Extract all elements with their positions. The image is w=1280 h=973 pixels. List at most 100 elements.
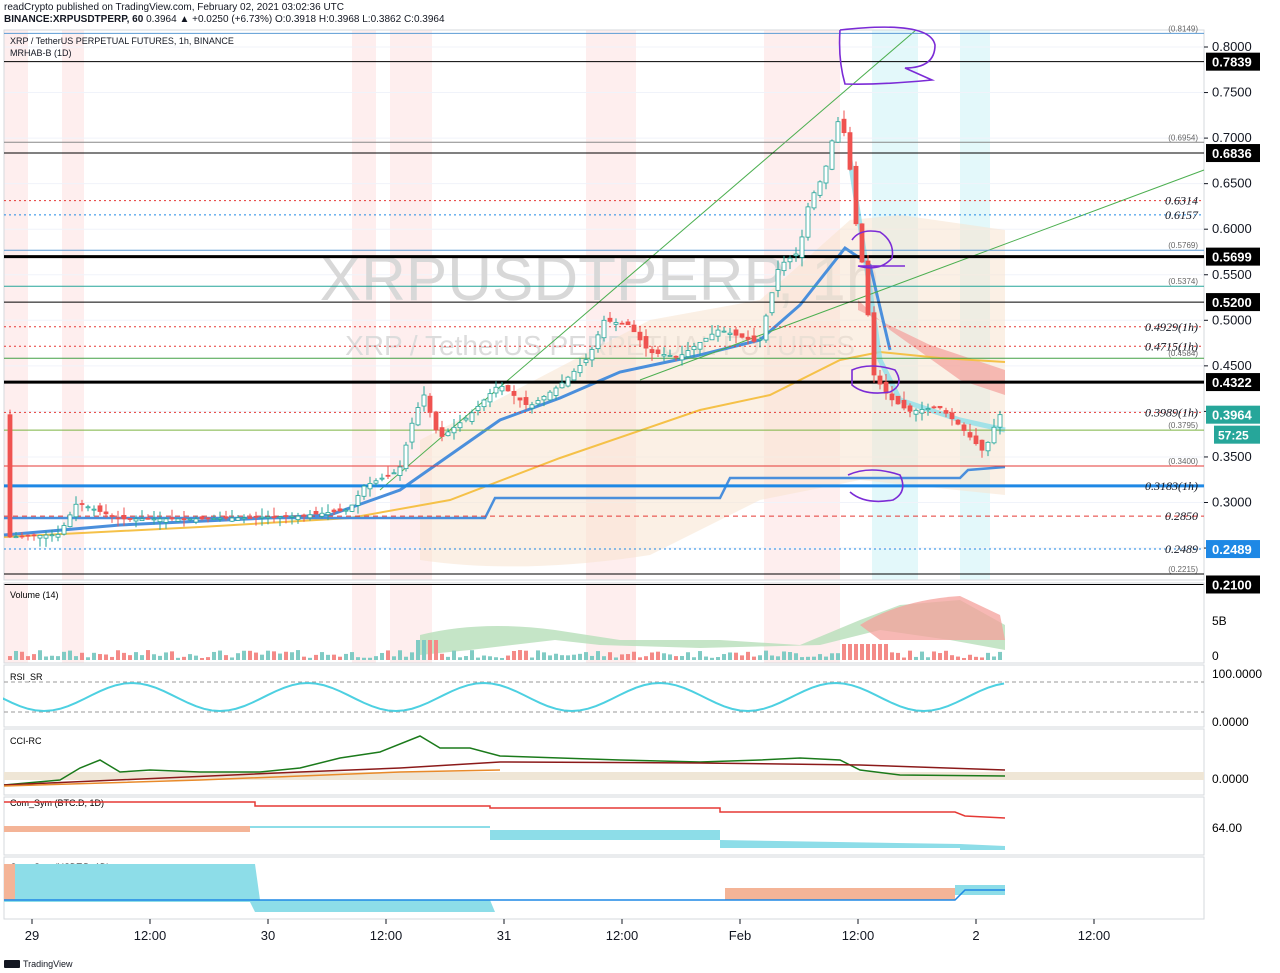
price-tick-label: 0.4500 xyxy=(1212,358,1252,373)
candle-body xyxy=(307,514,313,519)
candle-body xyxy=(385,474,391,477)
last-price-tag-bg xyxy=(1206,405,1260,424)
level-tag-label: 0.2100 xyxy=(1212,577,1252,592)
candle-body xyxy=(205,517,211,520)
volume-bar xyxy=(362,657,366,660)
candle-body xyxy=(97,505,103,512)
volume-bar xyxy=(794,653,798,660)
volume-bar xyxy=(422,640,426,660)
volume-bar xyxy=(830,653,834,660)
candle-body xyxy=(187,518,193,521)
volume-bar xyxy=(512,651,516,660)
candle xyxy=(667,349,673,357)
candle-body xyxy=(889,393,895,401)
level-label: (0.6954) xyxy=(1168,133,1198,142)
candle xyxy=(739,333,745,339)
candle xyxy=(757,336,763,348)
volume-bar xyxy=(344,653,348,660)
candle-body xyxy=(865,260,871,316)
candle xyxy=(901,391,907,411)
candle-body xyxy=(493,386,499,394)
candle-body xyxy=(451,426,457,434)
candle xyxy=(139,510,145,521)
candle xyxy=(907,403,913,418)
candle-body xyxy=(91,508,97,511)
candle xyxy=(877,370,883,390)
candle-body xyxy=(601,319,607,339)
volume-bar xyxy=(884,644,888,660)
volume-bar xyxy=(404,656,408,660)
candle xyxy=(607,311,613,324)
volume-bar xyxy=(530,657,534,660)
candle-body xyxy=(229,517,235,522)
candle-body xyxy=(901,400,907,409)
candle xyxy=(505,384,511,392)
volume-bar xyxy=(104,654,108,660)
candle-body xyxy=(925,408,931,411)
volume-bar xyxy=(266,650,270,660)
volume-bar xyxy=(224,655,228,660)
time-tick-label: 12:00 xyxy=(606,928,639,943)
annotation-circle-mid xyxy=(851,230,905,269)
candle-body xyxy=(727,332,733,335)
volume-bar xyxy=(866,644,870,660)
candle xyxy=(175,518,181,523)
volume-bar xyxy=(62,651,66,660)
candle xyxy=(619,320,625,325)
time-tick-label: 12:00 xyxy=(1078,928,1111,943)
time-tick-label: 12:00 xyxy=(370,928,403,943)
volume-bar xyxy=(932,651,936,660)
volume-bars xyxy=(8,640,1002,660)
candle-body xyxy=(709,333,715,341)
candle-body xyxy=(319,512,325,517)
candle xyxy=(811,190,817,211)
candle xyxy=(355,490,361,514)
candle xyxy=(463,415,469,423)
usdtd-fill-orange xyxy=(725,888,955,900)
candle xyxy=(763,313,769,343)
candle-body xyxy=(301,514,307,517)
volume-bar xyxy=(962,657,966,660)
candle-body xyxy=(115,517,121,520)
tradingview-logo[interactable]: TradingView xyxy=(4,959,73,969)
candle-body xyxy=(175,518,181,522)
candle xyxy=(439,420,445,442)
candle xyxy=(565,375,571,388)
candle-body xyxy=(583,359,589,364)
candle-body xyxy=(955,419,961,425)
candle xyxy=(13,532,19,539)
price-level-tags: (0.8149) 0.7839 (0.6954) 0.6836 0.63140.6157… xyxy=(1145,24,1260,594)
candle xyxy=(715,324,721,342)
candle xyxy=(853,161,859,226)
time-axis[interactable]: 29 12:00 30 12:00 31 12:00 Feb 12:00 2 12:00 xyxy=(25,919,1111,943)
candle xyxy=(25,534,31,541)
candle-body xyxy=(193,518,199,523)
volume-bar xyxy=(836,653,840,660)
candle xyxy=(841,110,847,137)
volume-bar xyxy=(740,655,744,660)
candle xyxy=(421,386,427,412)
candle xyxy=(265,510,271,525)
candle-body xyxy=(523,397,529,405)
candle xyxy=(229,509,235,522)
volume-bar xyxy=(560,655,564,660)
volume-bar xyxy=(38,650,42,660)
candle xyxy=(487,388,493,408)
volume-bar xyxy=(572,654,576,660)
volume-bar xyxy=(320,652,324,660)
candle-body xyxy=(547,391,553,401)
volume-bar xyxy=(914,656,918,660)
candle-body xyxy=(673,355,679,358)
candle xyxy=(937,405,943,410)
candle-body xyxy=(715,329,721,337)
level-label: (0.3400) xyxy=(1168,457,1198,466)
candle xyxy=(163,517,169,529)
candle-body xyxy=(835,121,841,143)
volume-bar xyxy=(548,655,552,660)
time-tick-label: 30 xyxy=(261,928,275,943)
volume-bar xyxy=(554,653,558,660)
candle-body xyxy=(103,511,109,515)
candle-body xyxy=(211,518,217,520)
level-label: 0.2850 xyxy=(1165,509,1198,523)
